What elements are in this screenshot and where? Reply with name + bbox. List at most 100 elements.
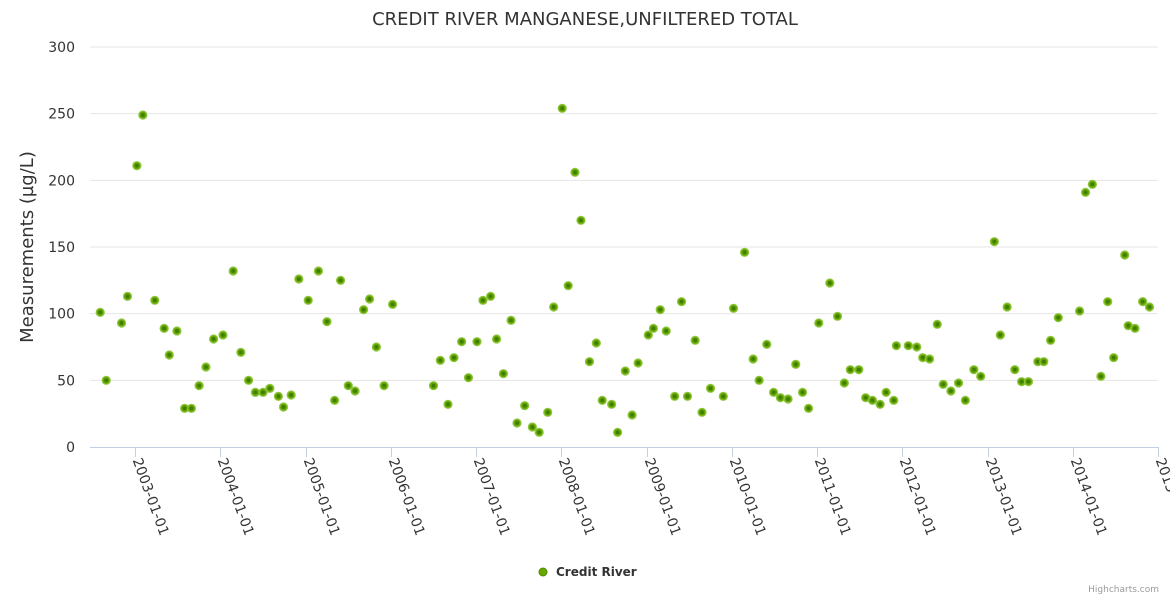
data-point-core [835,314,840,319]
data-point-core [1012,367,1017,372]
data-point-core [578,218,583,223]
data-point-core [466,375,471,380]
data-point-core [104,378,109,383]
data-point-core [630,413,635,417]
data-point-core [963,398,968,403]
x-tick-label: 2005-01-01 [300,456,343,538]
data-point-core [306,298,311,303]
data-point-core [693,338,698,343]
data-point-core [140,113,145,117]
data-point-core [572,170,577,175]
data-point-core [1077,309,1082,313]
data-point-core [664,329,669,333]
data-point-core [708,386,713,391]
data-point-core [152,298,157,303]
data-point-core [856,367,861,372]
data-point-core [956,381,961,385]
data-point-core [211,337,216,341]
y-tick-label: 200 [48,173,75,189]
data-point-core [530,425,535,429]
data-point-core [189,406,194,411]
x-tick-label: 2010-01-01 [726,456,769,538]
data-point-core [560,106,565,111]
y-tick-label: 150 [48,240,75,256]
data-point-core [545,410,550,415]
legend-item-credit-river[interactable]: Credit River [556,565,637,579]
data-point-core [267,386,272,391]
data-point-core [757,378,762,383]
data-point-core [1041,359,1046,364]
data-point-core [751,357,756,361]
x-tick-label: 2014-01-01 [1067,456,1110,538]
data-point-core [474,339,479,344]
data-point-core [1126,323,1131,328]
x-tick-label: 2012-01-01 [896,456,939,538]
data-point-core [261,390,266,395]
data-point-core [537,430,542,435]
y-axis-label: Measurements (µg/L) [17,151,38,343]
data-point-core [1026,379,1031,384]
legend[interactable]: Credit River [538,565,637,579]
data-point-core [827,281,832,285]
data-point-core [522,403,527,408]
data-point-core [501,371,506,376]
data-point-core [1098,374,1103,379]
data-point-core [324,319,329,324]
data-point-core [1048,338,1053,343]
y-tick-label: 0 [66,440,75,456]
data-point-core [509,318,514,323]
data-point-core [480,298,485,303]
data-point-core [731,306,736,311]
x-axis: 2003-01-01 2004-01-01 2005-01-01 2006-01-01… [90,447,1170,538]
data-point-core [390,302,395,307]
data-point-core [786,397,791,401]
data-point-core [636,361,641,365]
data-point-core [125,294,130,299]
data-point-core [289,393,294,397]
data-point-core [721,394,726,399]
data-point-core [685,394,690,399]
data-point-core [609,402,614,407]
data-point-core [182,406,187,411]
data-point-core [353,389,358,393]
data-point-core [174,329,179,333]
data-point-core [1122,253,1127,257]
data-point-core [998,333,1003,337]
credits-link[interactable]: Highcharts.com [1088,585,1159,595]
data-point-core [253,390,258,395]
data-point-core [515,421,520,425]
data-point-core [971,367,976,372]
x-tick-label: 2006-01-01 [385,456,428,538]
data-point-core [891,398,896,403]
x-tick-label: 2009-01-01 [641,456,684,538]
data-point-core [870,398,875,403]
data-point-core [894,343,899,348]
data-point-core [778,395,783,400]
data-point-core [992,239,997,244]
data-point-core [948,389,953,393]
x-tick-label: 2008-01-01 [555,456,598,538]
data-point-core [1132,326,1137,331]
data-point-core [1111,355,1116,360]
data-point-core [646,333,651,337]
data-point-core [1019,379,1024,384]
data-point-core [488,294,493,299]
data-point-core [451,355,456,360]
data-point-core [367,297,372,301]
data-point-core [884,390,889,395]
data-point-core [374,345,379,349]
data-point-core [914,345,919,349]
data-point-core [566,283,571,288]
data-point-core [246,378,251,383]
data-point-core [1090,182,1095,187]
y-tick-label: 250 [48,107,75,123]
data-point-core [906,343,911,348]
data-point-core [978,374,983,379]
data-point-core [1140,299,1145,304]
data-point-core [338,278,343,283]
data-point-core [816,321,821,325]
x-tick-label: 2013-01-01 [982,456,1025,538]
data-point-core [431,383,436,388]
data-point-core [941,382,946,387]
data-point-core [220,333,225,337]
